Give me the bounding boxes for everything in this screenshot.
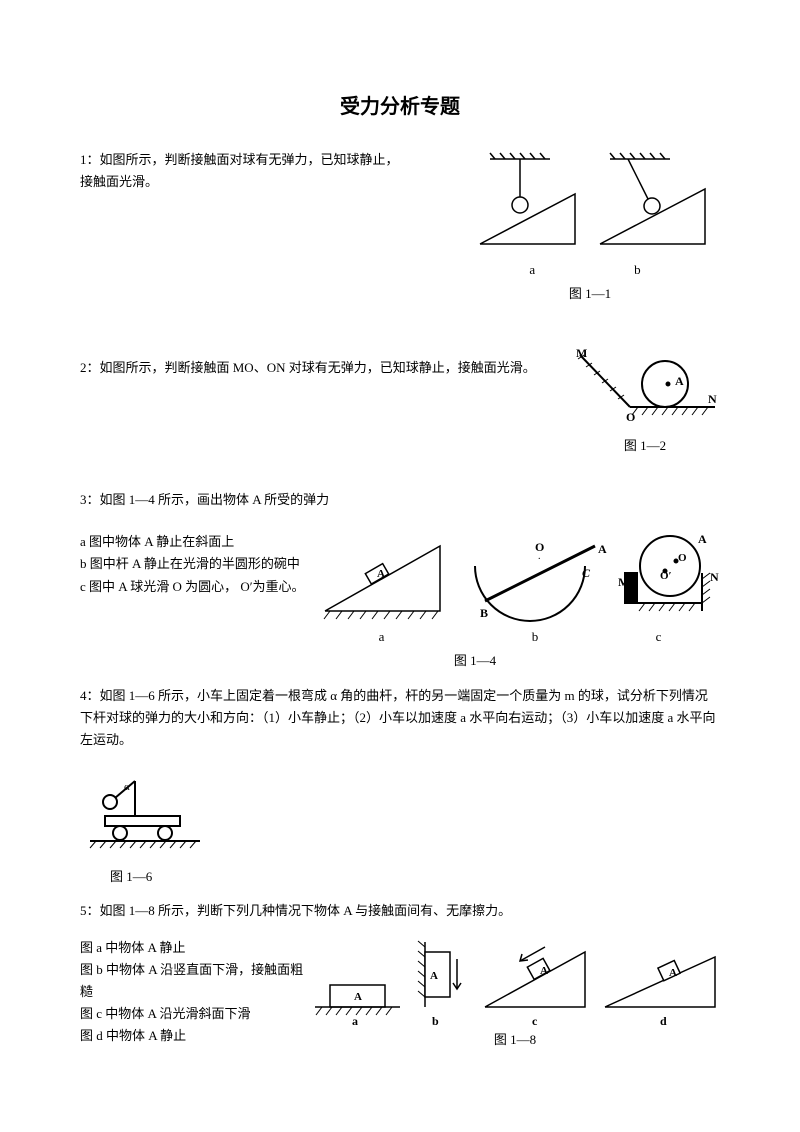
figure-1-8: A a [310,937,720,1027]
p5-line-b: 图 b 中物体 A 沿竖直面下滑，接触面粗糙 [80,959,310,1003]
p5-line-c: 图 c 中物体 A 沿光滑斜面下滑 [80,1003,310,1025]
p3-line-b: b 图中杆 A 静止在光滑的半圆形的碗中 [80,553,320,575]
p5a-A: A [354,991,362,1003]
page: 受力分析专题 1：如图所示，判断接触面对球有无弹力，已知球静止， 接触面光滑。 [0,0,800,1103]
figure-1-4: A O . B C A [320,531,720,626]
p3b-C: C [582,566,591,580]
p1-line2: 接触面光滑。 [80,171,460,193]
p2-text: 2：如图所示，判断接触面 MO、ON 对球有无弹力，已知球静止，接触面光滑。 [80,357,570,379]
p3c-O2: O′ [660,570,672,582]
p3-caption: 图 1—4 [230,650,720,672]
p1-label-a: a [529,259,535,281]
p3-label-a: a [379,626,385,648]
p3a-A: A [377,568,385,580]
p5-line-d: 图 d 中物体 A 静止 [80,1025,310,1047]
p3-line-c: c 图中 A 球光滑 O 为圆心， O′为重心。 [80,576,320,598]
p1-label-b: b [634,259,641,281]
p5-la: a [352,1014,358,1027]
p3-label-c: c [656,626,662,648]
p5-line-a: 图 a 中物体 A 静止 [80,937,310,959]
p2-A: A [675,374,684,388]
p5-text: 5：如图 1—8 所示，判断下列几种情况下物体 A 与接触面间有、无摩擦力。 [80,900,720,922]
p5b-A: A [430,970,438,982]
p5-lb: b [432,1014,439,1027]
p4-caption: 图 1—6 [110,866,720,888]
p5-ld: d [660,1014,667,1027]
figure-1-1 [460,149,720,259]
problem-5: 5：如图 1—8 所示，判断下列几种情况下物体 A 与接触面间有、无摩擦力。 图… [80,900,720,1051]
p3c-N: N [710,570,719,584]
p5d-A: A [669,967,677,979]
p5-caption: 图 1—8 [310,1029,720,1051]
p3b-B: B [480,606,488,620]
problem-3: 3：如图 1—4 所示，画出物体 A 所受的弹力 a 图中物体 A 静止在斜面上… [80,489,720,672]
p2-N: N [708,392,717,406]
p2-caption: 图 1—2 [570,435,720,457]
p1-caption: 图 1—1 [460,283,720,305]
p3b-dot: . [538,551,541,562]
problem-2: 2：如图所示，判断接触面 MO、ON 对球有无弹力，已知球静止，接触面光滑。 [80,357,720,457]
p4-alpha: α [124,781,130,793]
p2-M: M [576,347,587,360]
p3-text1: 3：如图 1—4 所示，画出物体 A 所受的弹力 [80,489,720,511]
p2-O: O [626,410,635,424]
p3c-A: A [698,532,707,546]
p4-text: 4：如图 1—6 所示，小车上固定着一根弯成 α 角的曲杆，杆的另一端固定一个质… [80,685,720,751]
document-title: 受力分析专题 [80,90,720,119]
figure-1-2: M A O N [570,347,720,427]
figure-1-6: α [80,766,210,866]
p3c-O: O [678,552,687,564]
p1-line1: 1：如图所示，判断接触面对球有无弹力，已知球静止， [80,149,460,171]
p5c-A: A [540,965,548,977]
p3-label-b: b [532,626,539,648]
p3-line-a: a 图中物体 A 静止在斜面上 [80,531,320,553]
p5-lc: c [532,1014,538,1027]
p3c-M: M [618,575,629,589]
problem-4: 4：如图 1—6 所示，小车上固定着一根弯成 α 角的曲杆，杆的另一端固定一个质… [80,685,720,888]
p3b-A: A [598,542,607,556]
problem-1: 1：如图所示，判断接触面对球有无弹力，已知球静止， 接触面光滑。 [80,149,720,305]
